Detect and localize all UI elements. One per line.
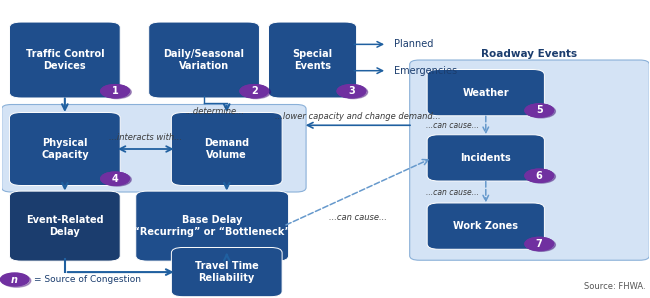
Text: Physical
Capacity: Physical Capacity: [41, 138, 88, 160]
Circle shape: [525, 169, 553, 182]
Text: Travel Time
Reliability: Travel Time Reliability: [195, 261, 259, 283]
Text: Event-Related
Delay: Event-Related Delay: [26, 215, 103, 237]
Circle shape: [337, 85, 366, 98]
Circle shape: [101, 85, 129, 98]
Circle shape: [3, 274, 31, 287]
FancyBboxPatch shape: [136, 191, 289, 261]
Circle shape: [240, 85, 268, 98]
Circle shape: [101, 172, 129, 185]
Text: Traffic Control
Devices: Traffic Control Devices: [25, 49, 104, 71]
Circle shape: [240, 85, 268, 98]
FancyBboxPatch shape: [172, 247, 282, 297]
Circle shape: [527, 238, 555, 251]
Circle shape: [525, 104, 553, 117]
Text: Work Zones: Work Zones: [453, 221, 518, 231]
Text: Planned: Planned: [393, 39, 433, 49]
FancyBboxPatch shape: [10, 113, 120, 185]
Text: = Source of Congestion: = Source of Congestion: [34, 275, 141, 284]
FancyBboxPatch shape: [410, 60, 649, 260]
FancyBboxPatch shape: [10, 22, 120, 98]
Text: 3: 3: [348, 86, 355, 96]
Circle shape: [101, 85, 129, 98]
FancyBboxPatch shape: [2, 105, 306, 192]
Circle shape: [339, 86, 368, 99]
Text: ...can cause...: ...can cause...: [426, 121, 479, 130]
Text: Roadway Events: Roadway Events: [482, 49, 578, 59]
Text: Base Delay
(“Recurring” or “Bottleneck”): Base Delay (“Recurring” or “Bottleneck”): [129, 215, 295, 237]
Circle shape: [525, 169, 553, 182]
FancyBboxPatch shape: [427, 203, 545, 249]
Text: ...interacts with...: ...interacts with...: [109, 133, 182, 142]
Text: 5: 5: [536, 105, 543, 115]
Text: Incidents: Incidents: [460, 153, 511, 163]
Text: n: n: [11, 274, 18, 285]
Circle shape: [525, 238, 553, 250]
FancyBboxPatch shape: [172, 113, 282, 185]
Circle shape: [337, 85, 366, 98]
Circle shape: [101, 172, 129, 185]
Text: ...lower capacity and change demand...: ...lower capacity and change demand...: [275, 112, 441, 121]
Text: Daily/Seasonal
Variation: Daily/Seasonal Variation: [164, 49, 244, 71]
FancyBboxPatch shape: [427, 69, 545, 116]
FancyBboxPatch shape: [149, 22, 259, 98]
Text: 2: 2: [251, 86, 257, 96]
Text: Emergencies: Emergencies: [393, 66, 457, 76]
FancyBboxPatch shape: [10, 191, 120, 261]
Circle shape: [242, 86, 270, 99]
Circle shape: [525, 104, 553, 117]
FancyBboxPatch shape: [268, 22, 357, 98]
Text: ...can cause...: ...can cause...: [329, 213, 387, 222]
Text: Source: FHWA.: Source: FHWA.: [584, 283, 646, 291]
Circle shape: [525, 238, 553, 250]
Text: Demand
Volume: Demand Volume: [204, 138, 250, 160]
Text: Weather: Weather: [462, 88, 509, 98]
Circle shape: [527, 170, 555, 183]
Text: 6: 6: [536, 171, 543, 181]
Text: ...can cause...: ...can cause...: [426, 187, 479, 196]
Text: Special
Events: Special Events: [292, 49, 333, 71]
Circle shape: [103, 86, 131, 99]
Text: 4: 4: [112, 174, 118, 184]
Text: 7: 7: [536, 239, 543, 249]
FancyBboxPatch shape: [427, 135, 545, 181]
Text: ...determine...: ...determine...: [186, 108, 245, 117]
Circle shape: [1, 273, 29, 286]
Circle shape: [103, 173, 131, 186]
Circle shape: [527, 105, 555, 118]
Text: 1: 1: [112, 86, 118, 96]
